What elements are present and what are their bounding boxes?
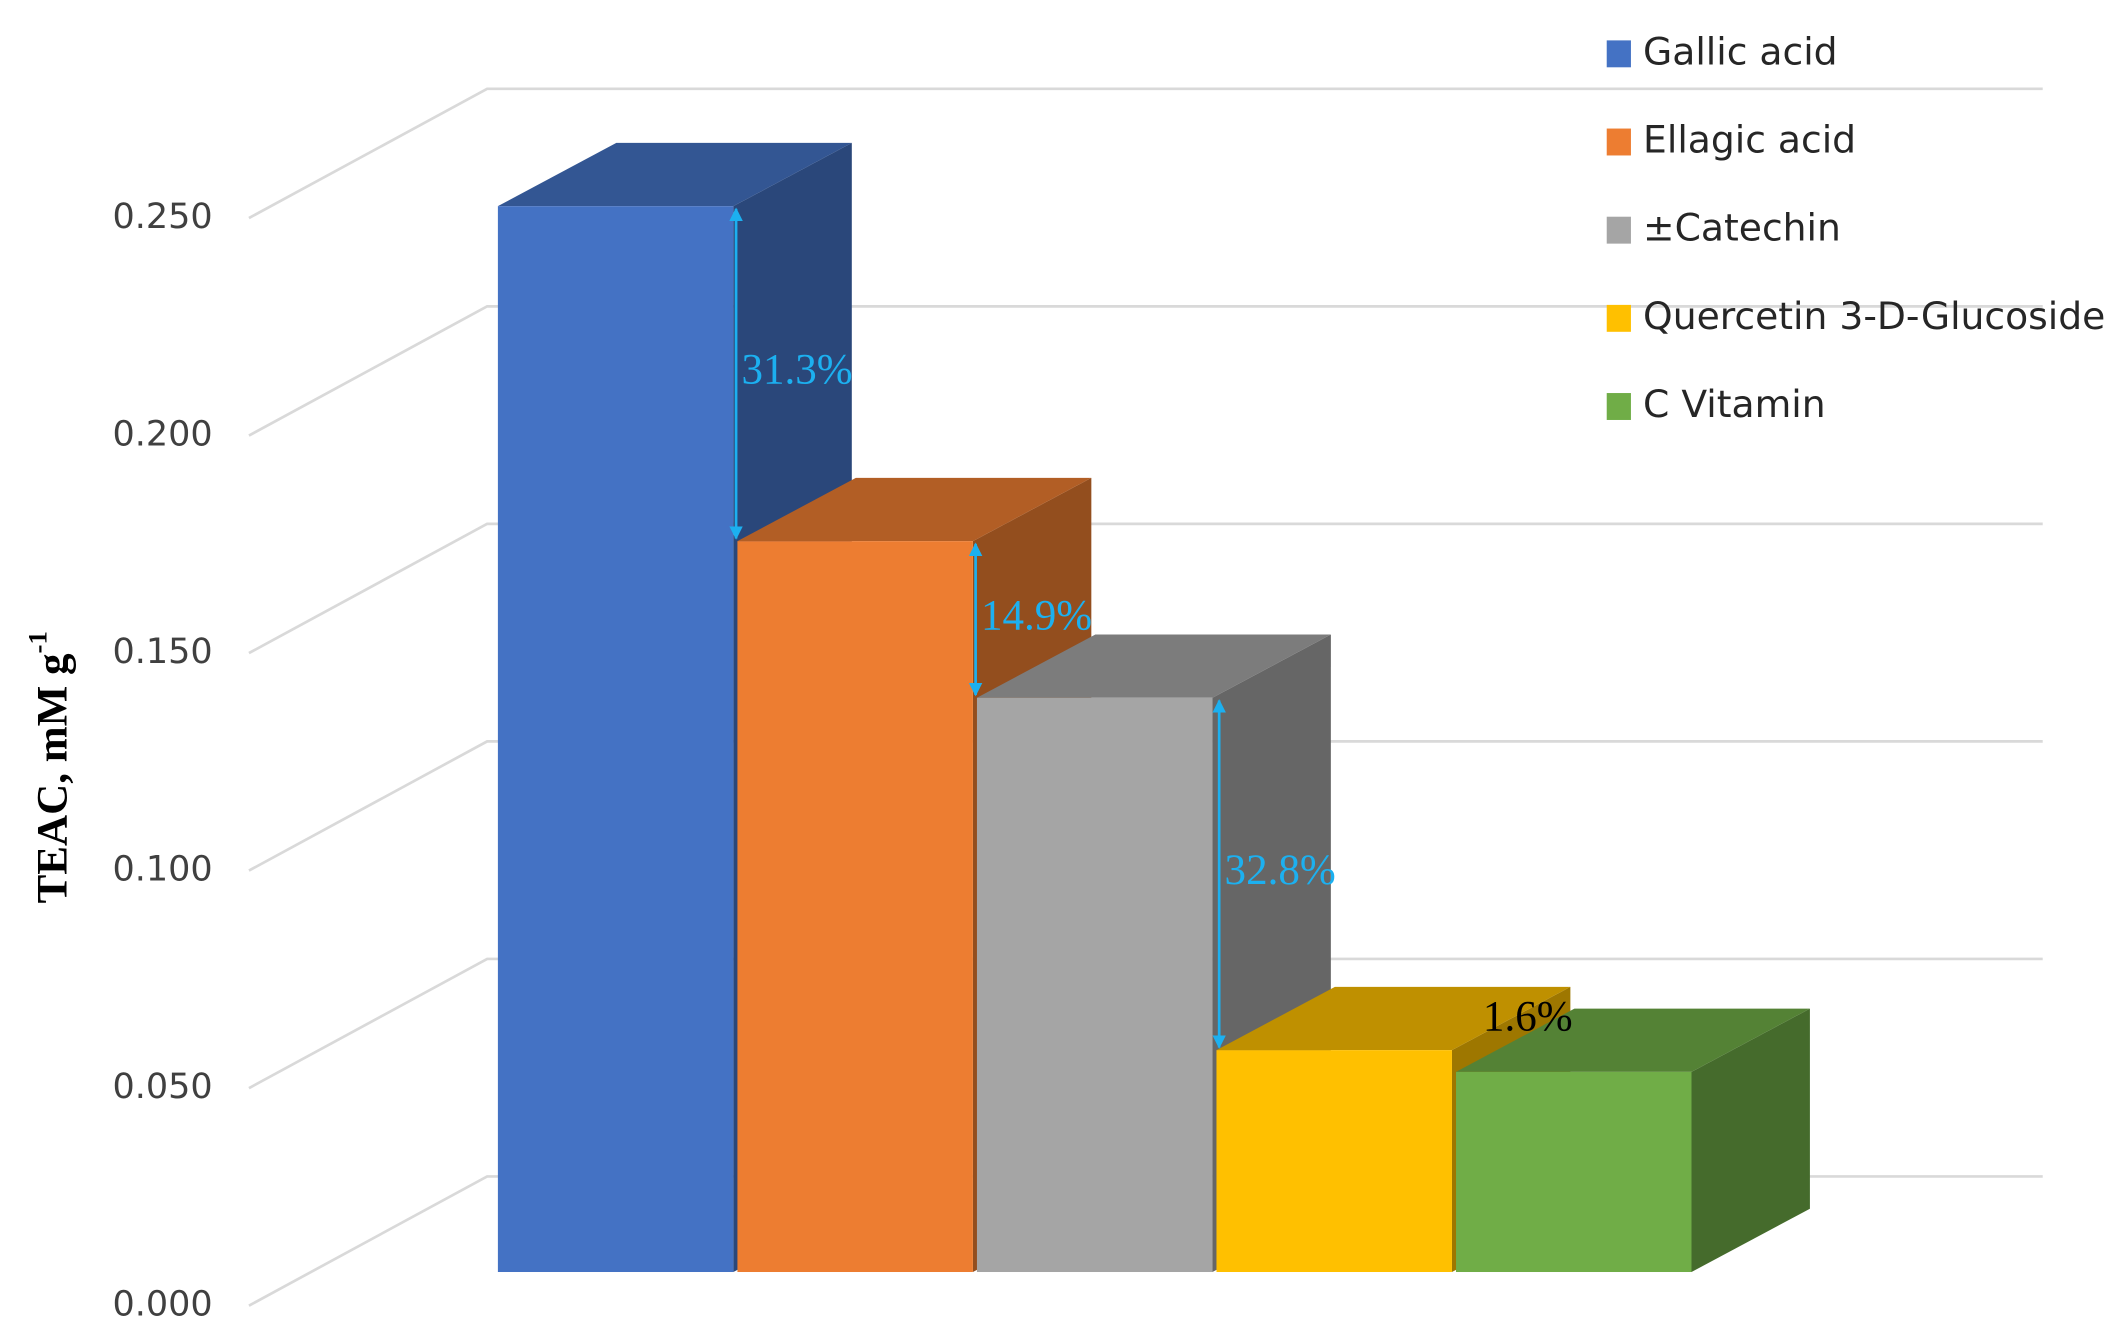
bar (976, 697, 1213, 1273)
bar-top (497, 142, 852, 207)
legend-label: C Vitamin (1643, 382, 1826, 426)
grid-line (248, 305, 2043, 437)
annotation: 1.6% (1483, 994, 1573, 1041)
bar-top (976, 634, 1331, 698)
grid-line (248, 957, 2043, 1090)
grid-line (248, 87, 2043, 220)
y-tick-label: 0.100 (112, 850, 212, 890)
legend-swatch (1606, 216, 1631, 244)
bar (1456, 1071, 1692, 1273)
annotation: 31.3% (741, 347, 852, 394)
bar (737, 541, 973, 1273)
y-axis-label: TEAC, mM g-1 (23, 631, 77, 903)
annotation: 32.8% (1225, 847, 1336, 894)
legend-swatch (1606, 304, 1631, 332)
legend-label: Ellagic acid (1643, 118, 1856, 162)
bar-side (1691, 1008, 1810, 1273)
y-tick-label: 0.150 (112, 632, 212, 672)
annotation: 14.9% (981, 592, 1092, 639)
y-axis-label-sup: -1 (23, 631, 53, 653)
grid-line (248, 522, 2043, 655)
y-tick-label: 0.000 (112, 1285, 212, 1325)
legend-label: Quercetin 3-D-Glucoside (1643, 294, 2105, 338)
legend-label: Gallic acid (1643, 29, 1838, 73)
bar-top (1456, 1008, 1810, 1072)
grid-line (248, 740, 2043, 872)
legend-label: ±Catechin (1643, 206, 1841, 250)
bar-top (737, 477, 1092, 542)
bar-top (1216, 986, 1571, 1051)
y-tick-label: 0.050 (112, 1067, 212, 1107)
y-axis-label-text: TEAC, mM g (29, 653, 76, 903)
y-tick-label: 0.200 (112, 415, 212, 455)
y-tick-label: 0.250 (112, 197, 212, 237)
bar (497, 206, 734, 1273)
legend-swatch (1606, 393, 1631, 420)
bar (1216, 1050, 1452, 1273)
legend-swatch (1606, 40, 1631, 68)
legend-swatch (1606, 128, 1631, 156)
